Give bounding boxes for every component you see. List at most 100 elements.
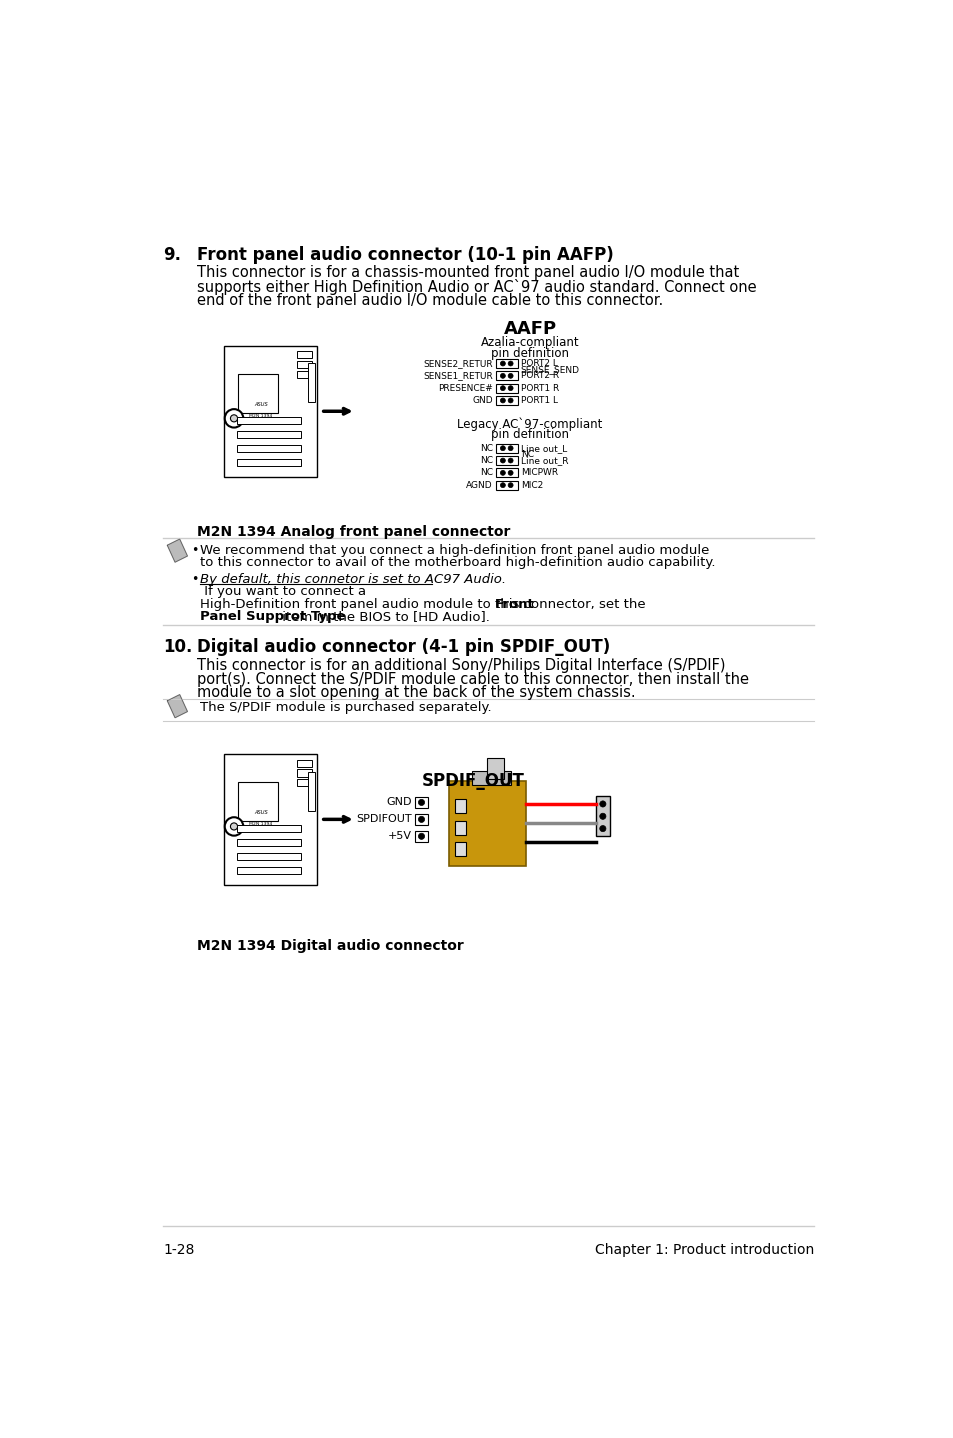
Text: PORT2 L: PORT2 L <box>520 360 557 368</box>
Text: Line out_L: Line out_L <box>520 444 566 453</box>
Text: NC: NC <box>479 456 493 464</box>
Text: Chapter 1: Product introduction: Chapter 1: Product introduction <box>595 1242 814 1257</box>
Text: AAFP: AAFP <box>503 321 556 338</box>
Polygon shape <box>167 539 187 562</box>
Text: High-Definition front panel audio module to this connector, set the: High-Definition front panel audio module… <box>199 598 649 611</box>
Text: If you want to connect a: If you want to connect a <box>199 585 366 598</box>
Bar <box>496 371 517 381</box>
Text: This connector is for a chassis-mounted front panel audio I/O module that: This connector is for a chassis-mounted … <box>196 265 739 280</box>
Bar <box>415 814 427 825</box>
Bar <box>236 431 301 437</box>
Circle shape <box>418 833 424 840</box>
Text: M2N 1394: M2N 1394 <box>250 823 273 825</box>
Text: MICPWR: MICPWR <box>520 469 558 477</box>
Bar <box>496 360 517 368</box>
Bar <box>238 782 277 821</box>
Circle shape <box>508 483 513 487</box>
Circle shape <box>508 470 513 476</box>
Bar <box>496 480 517 490</box>
Text: Digital audio connector (4-1 pin SPDIF_OUT): Digital audio connector (4-1 pin SPDIF_O… <box>196 638 609 656</box>
Text: •: • <box>192 544 198 557</box>
Bar <box>415 831 427 841</box>
Bar <box>496 395 517 406</box>
Bar <box>455 800 465 814</box>
Text: This connector is for an additional Sony/Philips Digital Interface (S/PDIF): This connector is for an additional Sony… <box>196 657 724 673</box>
Text: +5V: +5V <box>388 831 412 841</box>
Text: supports either High Definition Audio or AC`97 audio standard. Connect one: supports either High Definition Audio or… <box>196 279 756 295</box>
Text: Legacy AC`97-compliant: Legacy AC`97-compliant <box>456 417 602 431</box>
Bar <box>496 469 517 477</box>
Text: to this connector to avail of the motherboard high-definition audio capability.: to this connector to avail of the mother… <box>199 557 715 569</box>
Bar <box>236 838 301 846</box>
Text: pin definition: pin definition <box>491 347 568 360</box>
Text: Front: Front <box>495 598 535 611</box>
Text: end of the front panel audio I/O module cable to this connector.: end of the front panel audio I/O module … <box>196 293 662 308</box>
Circle shape <box>500 374 505 378</box>
Text: port(s). Connect the S/PDIF module cable to this connector, then install the: port(s). Connect the S/PDIF module cable… <box>196 672 748 686</box>
Bar <box>455 821 465 835</box>
Bar <box>236 853 301 860</box>
Text: 9.: 9. <box>163 246 181 263</box>
Bar <box>455 843 465 856</box>
Bar <box>224 345 316 477</box>
Text: SPDIFOUT: SPDIFOUT <box>356 814 412 824</box>
Circle shape <box>418 817 424 823</box>
Circle shape <box>500 361 505 367</box>
Text: module to a slot opening at the back of the system chassis.: module to a slot opening at the back of … <box>196 686 635 700</box>
Text: •: • <box>192 572 198 585</box>
Circle shape <box>508 398 513 403</box>
Bar <box>236 459 301 466</box>
Circle shape <box>508 374 513 378</box>
Bar <box>236 417 301 424</box>
Circle shape <box>231 823 237 830</box>
Text: item in the BIOS to [HD Audio].: item in the BIOS to [HD Audio]. <box>277 610 489 623</box>
Text: Line out_R: Line out_R <box>520 456 568 464</box>
Circle shape <box>500 446 505 450</box>
Text: ASUS: ASUS <box>253 810 268 815</box>
Bar <box>496 456 517 464</box>
Bar <box>296 351 313 358</box>
Text: MIC2: MIC2 <box>520 480 542 490</box>
Circle shape <box>225 817 243 835</box>
Text: SPDIF_OUT: SPDIF_OUT <box>421 772 524 789</box>
Text: SENSE2_RETUR: SENSE2_RETUR <box>423 360 493 368</box>
Circle shape <box>418 800 424 805</box>
Text: PORT1 R: PORT1 R <box>520 384 558 393</box>
Text: Panel Supprot Type: Panel Supprot Type <box>199 610 345 623</box>
Bar <box>238 374 277 413</box>
Circle shape <box>500 385 505 391</box>
Bar <box>296 769 313 777</box>
Bar <box>308 364 314 403</box>
Bar <box>236 444 301 452</box>
Circle shape <box>599 801 605 807</box>
Circle shape <box>599 814 605 820</box>
Bar <box>448 781 525 866</box>
Text: AGND: AGND <box>466 480 493 490</box>
Text: M2N 1394 Digital audio connector: M2N 1394 Digital audio connector <box>196 939 463 953</box>
Bar <box>296 759 313 766</box>
Circle shape <box>500 459 505 463</box>
Text: NC: NC <box>520 450 533 459</box>
Text: GND: GND <box>386 798 412 807</box>
Bar <box>296 361 313 368</box>
Text: SENSE_SEND: SENSE_SEND <box>520 365 579 374</box>
Bar <box>496 443 517 453</box>
Text: M2N 1394 Analog front panel connector: M2N 1394 Analog front panel connector <box>196 525 510 539</box>
Text: By default, this connetor is set to AC97 Audio.: By default, this connetor is set to AC97… <box>199 572 505 585</box>
Bar <box>496 384 517 393</box>
Bar <box>236 867 301 874</box>
Text: Azalia-compliant: Azalia-compliant <box>480 336 578 349</box>
Text: M2N 1394: M2N 1394 <box>250 414 273 418</box>
Text: NC: NC <box>479 469 493 477</box>
Circle shape <box>225 410 243 427</box>
Text: The S/PDIF module is purchased separately.: The S/PDIF module is purchased separatel… <box>199 700 491 713</box>
Circle shape <box>500 483 505 487</box>
Text: PRESENCE#: PRESENCE# <box>437 384 493 393</box>
Text: 1-28: 1-28 <box>163 1242 194 1257</box>
Text: ASUS: ASUS <box>253 401 268 407</box>
Text: PORT1 L: PORT1 L <box>520 395 558 406</box>
Bar <box>308 772 314 811</box>
Circle shape <box>508 361 513 367</box>
Bar <box>415 797 427 808</box>
Text: PORT2 R: PORT2 R <box>520 371 558 380</box>
